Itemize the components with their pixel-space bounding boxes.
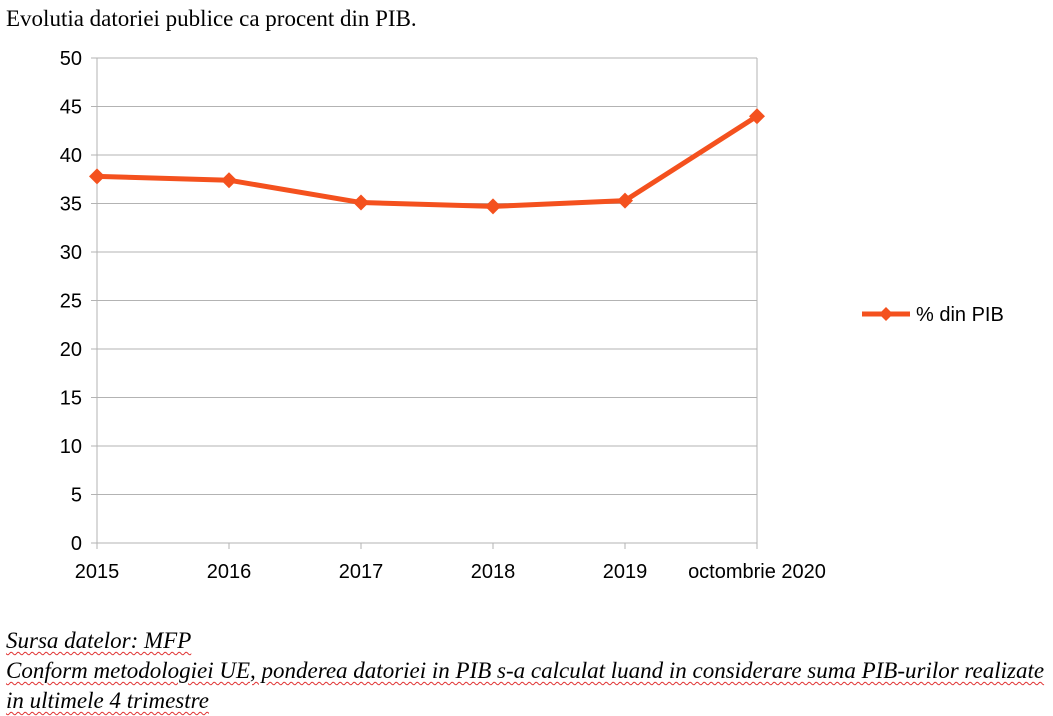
legend-marker — [879, 307, 893, 321]
y-tick-label: 25 — [60, 291, 82, 313]
data-point-marker — [485, 198, 501, 215]
x-tick-label: 2018 — [471, 561, 516, 583]
y-tick-label: 50 — [60, 48, 82, 70]
data-point-marker — [749, 108, 765, 125]
x-tick-label: 2015 — [75, 561, 120, 583]
x-tick-label: 2016 — [207, 561, 252, 583]
data-point-marker — [353, 194, 369, 211]
data-point-marker — [89, 168, 105, 185]
source-note: Sursa datelor: MFP — [6, 628, 192, 653]
x-tick-label: octombrie 2020 — [688, 561, 826, 583]
line-chart: 0 5 10 15 20 25 30 35 40 45 50 2015 2016 2017 2018 2019… — [60, 48, 1004, 583]
y-tick-label: 35 — [60, 194, 82, 216]
series-line — [94, 113, 760, 209]
y-tick-label: 40 — [60, 145, 82, 167]
data-point-marker — [221, 172, 237, 189]
page-title: Evolutia datoriei publice ca procent din… — [6, 6, 417, 32]
y-tick-label: 0 — [71, 533, 82, 555]
y-tick-label: 10 — [60, 436, 82, 458]
y-tick-label: 5 — [71, 485, 82, 507]
page-title-text: Evolutia datoriei publice ca procent din… — [6, 6, 417, 31]
y-tick-label: 30 — [60, 242, 82, 264]
notes: Sursa datelor: MFP Conform metodologiei … — [6, 626, 1046, 716]
data-point-marker — [617, 192, 633, 209]
y-tick-label: 15 — [60, 388, 82, 410]
x-tick-label: 2017 — [339, 561, 384, 583]
methodology-note: Conform metodologiei UE, ponderea datori… — [6, 658, 1045, 713]
y-tick-label: 20 — [60, 339, 82, 361]
y-tick-label: 45 — [60, 97, 82, 119]
legend-label: % din PIB — [916, 304, 1004, 326]
x-tick-label: 2019 — [603, 561, 648, 583]
